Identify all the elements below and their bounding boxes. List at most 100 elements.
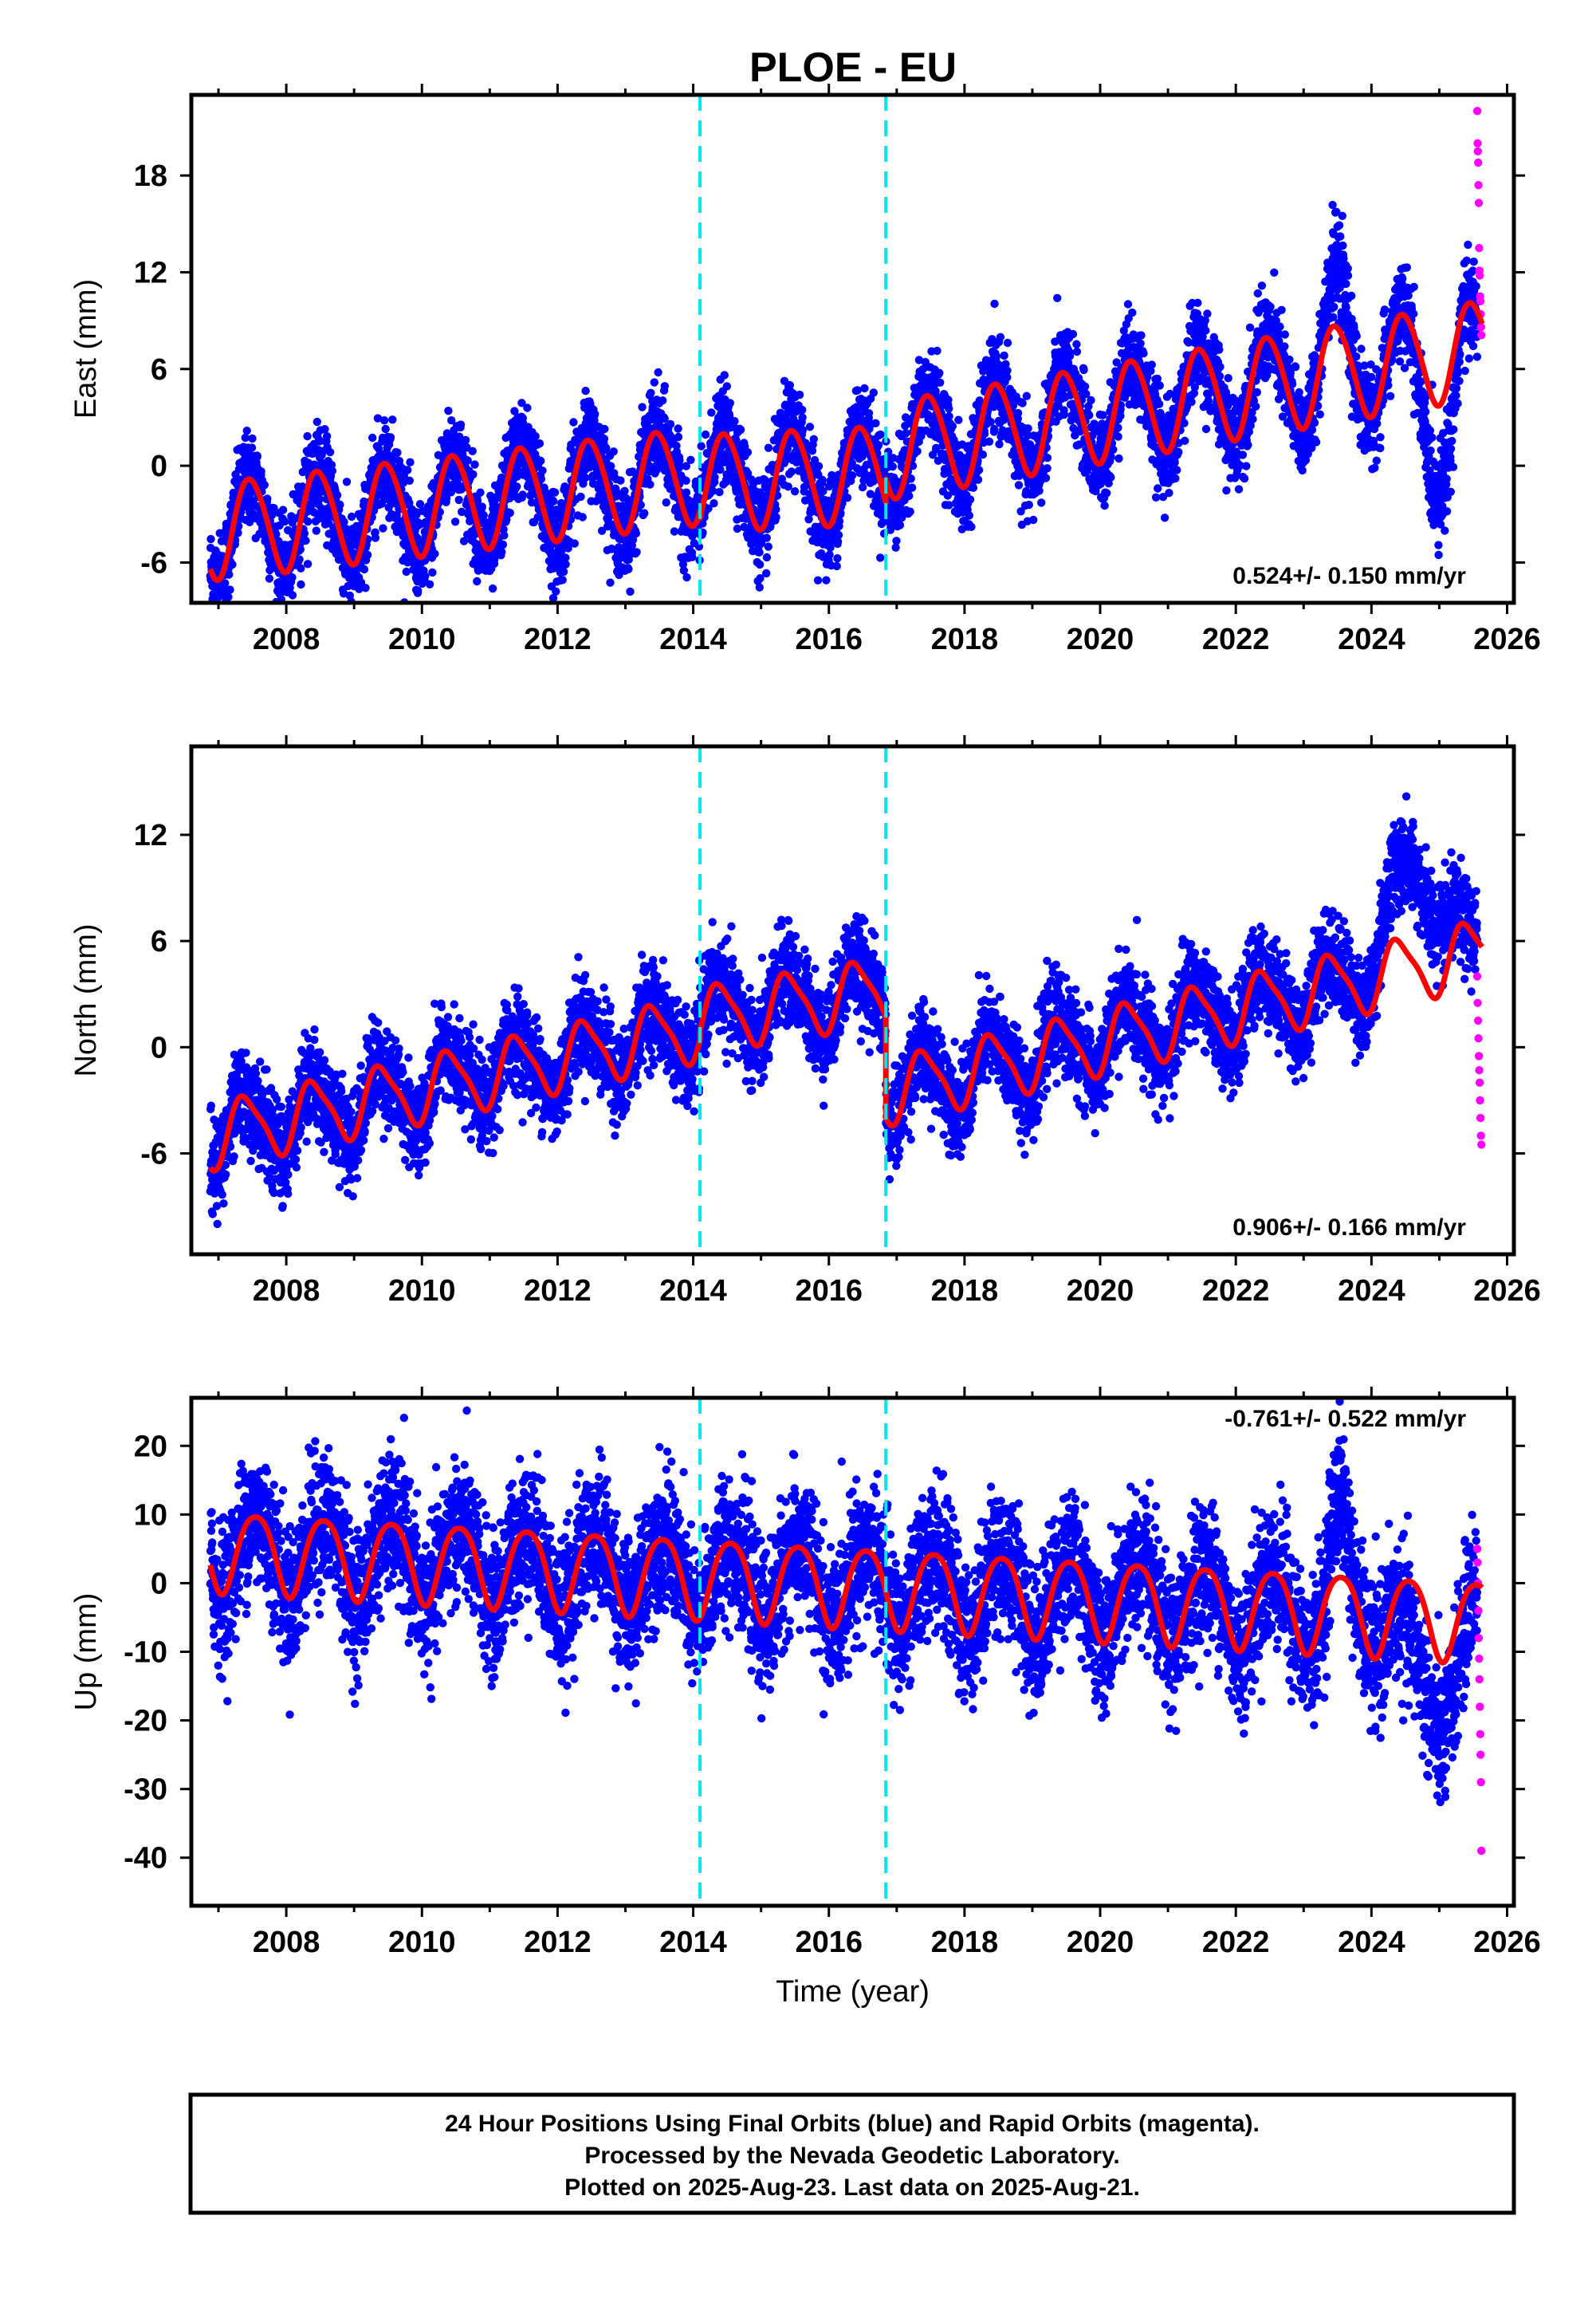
data-point — [454, 474, 462, 483]
data-point — [905, 491, 914, 501]
data-point — [755, 583, 764, 592]
data-point — [538, 466, 547, 475]
data-point — [500, 531, 509, 540]
data-point — [973, 475, 983, 484]
data-point — [455, 432, 464, 441]
data-point — [488, 584, 497, 593]
data-point — [707, 408, 716, 417]
data-point — [730, 417, 739, 426]
data-point — [871, 419, 880, 427]
data-point — [869, 388, 879, 397]
data-point — [755, 548, 764, 557]
data-point — [355, 584, 364, 593]
data-point — [902, 429, 910, 438]
data-point — [253, 452, 261, 461]
data-point — [948, 422, 957, 431]
data-point — [260, 481, 269, 490]
data-point — [303, 431, 312, 441]
data-point — [564, 544, 572, 553]
data-point — [476, 488, 485, 497]
data-point — [414, 586, 423, 596]
data-point — [458, 507, 466, 517]
data-point — [295, 555, 304, 564]
data-point — [722, 382, 731, 391]
data-point — [281, 517, 289, 526]
data-point — [304, 517, 313, 526]
data-point — [666, 419, 675, 429]
data-point — [1037, 498, 1046, 507]
data-point — [674, 424, 682, 433]
data-point — [219, 611, 227, 619]
data-point — [762, 553, 772, 562]
data-point — [459, 537, 469, 545]
data-point — [888, 462, 898, 471]
data-point — [1072, 340, 1081, 348]
data-point — [906, 507, 914, 516]
data-point — [624, 565, 633, 573]
data-point — [1024, 424, 1032, 433]
data-point — [336, 500, 344, 510]
data-point — [469, 470, 478, 479]
data-point — [682, 476, 690, 485]
data-point — [430, 549, 439, 558]
data-point — [578, 513, 587, 521]
data-point — [936, 378, 945, 387]
data-point — [772, 505, 780, 514]
data-point — [510, 407, 519, 415]
data-point — [986, 418, 995, 427]
data-point — [447, 416, 456, 425]
data-point — [320, 425, 329, 434]
data-point — [340, 518, 348, 526]
data-point — [658, 396, 667, 405]
data-point — [463, 456, 472, 465]
data-point — [412, 510, 421, 519]
data-point — [470, 460, 479, 469]
data-point — [1035, 486, 1044, 495]
data-point — [762, 569, 771, 578]
data-point — [813, 576, 823, 584]
data-point — [682, 573, 691, 582]
data-point — [213, 636, 221, 643]
data-point — [743, 448, 753, 457]
data-point — [379, 524, 387, 533]
data-point — [531, 432, 540, 441]
data-point — [591, 410, 599, 419]
data-point — [552, 587, 560, 596]
data-point — [479, 510, 488, 520]
data-point — [570, 539, 579, 548]
data-point — [226, 585, 234, 594]
data-point — [373, 414, 383, 423]
data-point — [965, 511, 974, 520]
data-point — [992, 352, 1001, 361]
data-point — [332, 490, 342, 500]
data-point — [462, 443, 471, 451]
data-point — [733, 524, 742, 533]
data-point — [606, 578, 615, 587]
data-point — [406, 458, 415, 466]
data-point — [328, 466, 337, 475]
data-point — [296, 545, 305, 554]
data-point — [1080, 382, 1090, 391]
data-point — [428, 568, 437, 577]
data-point — [517, 399, 526, 407]
data-point — [265, 574, 274, 583]
data-point — [833, 554, 842, 563]
data-point — [386, 433, 395, 442]
data-point — [1085, 411, 1094, 419]
data-point — [513, 466, 522, 474]
data-point — [234, 529, 242, 537]
data-point — [985, 437, 994, 446]
data-point — [208, 616, 216, 624]
data-point — [498, 540, 508, 549]
data-point — [215, 612, 223, 620]
data-point — [620, 486, 629, 495]
data-point — [710, 499, 718, 508]
data-point — [241, 433, 250, 443]
data-point — [425, 580, 434, 588]
data-point — [1024, 500, 1034, 510]
data-point — [1065, 352, 1075, 360]
data-point — [1114, 432, 1122, 441]
data-point — [1100, 501, 1109, 510]
data-point — [1103, 489, 1111, 498]
data-point — [1018, 399, 1027, 407]
